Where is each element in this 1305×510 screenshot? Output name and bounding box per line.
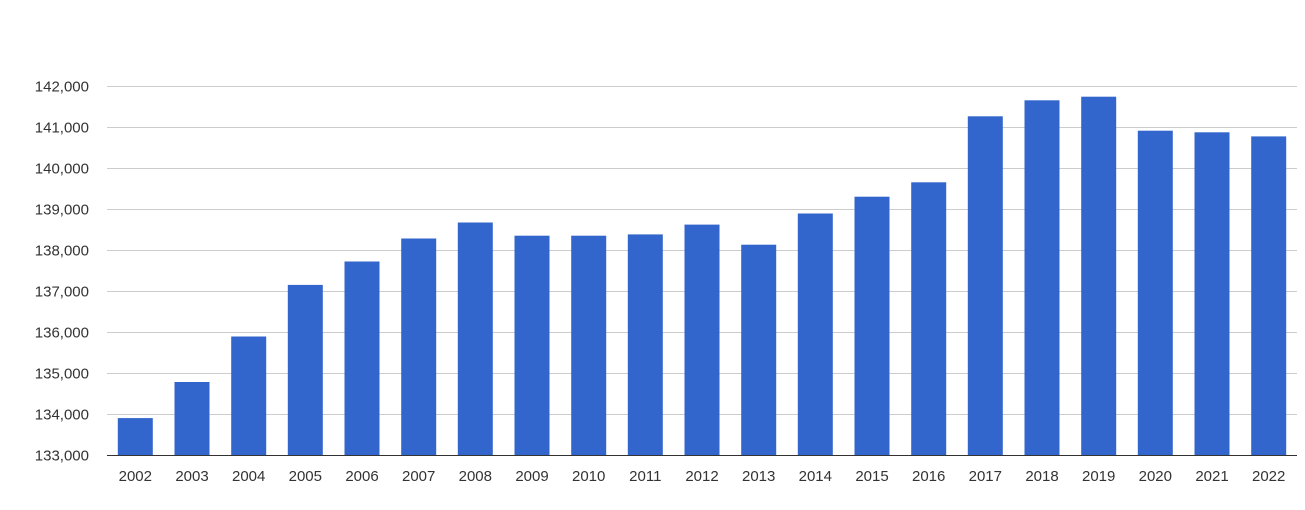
x-tick-label: 2018 — [1025, 468, 1058, 485]
x-axis-tick-labels: 2002 2003 2004 2005 2006 2007 2008 2009 2010 2011… — [119, 468, 1286, 485]
x-tick-label: 2008 — [459, 468, 492, 485]
x-tick-label: 2010 — [572, 468, 605, 485]
y-tick-label: 138,000 — [35, 243, 89, 260]
y-tick-label: 134,000 — [35, 407, 89, 424]
y-tick-label: 140,000 — [35, 161, 89, 178]
x-tick-label: 2011 — [629, 468, 661, 485]
x-tick-label: 2005 — [289, 468, 322, 485]
x-tick-label: 2013 — [742, 468, 775, 485]
x-tick-label: 2007 — [402, 468, 435, 485]
y-tick-label: 135,000 — [35, 366, 89, 383]
bar-2012 — [684, 224, 720, 455]
y-tick-label: 142,000 — [35, 79, 89, 96]
y-tick-label: 139,000 — [35, 202, 89, 219]
x-tick-label: 2020 — [1139, 468, 1172, 485]
bar-2003 — [174, 382, 210, 455]
x-tick-label: 2006 — [345, 468, 378, 485]
bar-2002 — [117, 418, 153, 455]
x-tick-label: 2009 — [515, 468, 548, 485]
bar-2015 — [854, 196, 890, 455]
bar-2010 — [571, 235, 607, 455]
bar-2021 — [1194, 132, 1230, 456]
y-tick-label: 137,000 — [35, 284, 89, 301]
bar-2014 — [797, 213, 833, 455]
bar-2020 — [1137, 130, 1173, 455]
bar-2011 — [627, 234, 663, 455]
bar-2016 — [911, 182, 947, 456]
bar-2007 — [401, 238, 437, 455]
y-tick-label: 133,000 — [35, 448, 89, 465]
bar-2009 — [514, 235, 550, 455]
bar-2004 — [231, 336, 267, 455]
x-tick-label: 2004 — [232, 468, 265, 485]
x-tick-label: 2002 — [119, 468, 152, 485]
bar-2022 — [1251, 136, 1287, 455]
x-tick-label: 2017 — [969, 468, 1002, 485]
y-axis-tick-labels: 133,000 134,000 135,000 136,000 137,000 138,0… — [35, 79, 89, 465]
bars — [107, 96, 1297, 456]
x-tick-label: 2022 — [1252, 468, 1285, 485]
x-tick-label: 2021 — [1195, 468, 1228, 485]
bar-2013 — [741, 244, 777, 455]
x-tick-label: 2014 — [799, 468, 832, 485]
bar-2019 — [1081, 96, 1117, 455]
x-tick-label: 2012 — [685, 468, 718, 485]
x-tick-label: 2019 — [1082, 468, 1115, 485]
bar-2008 — [457, 222, 493, 455]
x-tick-label: 2016 — [912, 468, 945, 485]
y-tick-label: 141,000 — [35, 120, 89, 137]
x-tick-label: 2015 — [855, 468, 888, 485]
y-tick-label: 136,000 — [35, 325, 89, 342]
x-tick-label: 2003 — [175, 468, 208, 485]
bar-2006 — [344, 261, 380, 455]
bar-2018 — [1024, 100, 1060, 456]
bar-2017 — [967, 116, 1003, 456]
bar-2005 — [287, 284, 323, 455]
